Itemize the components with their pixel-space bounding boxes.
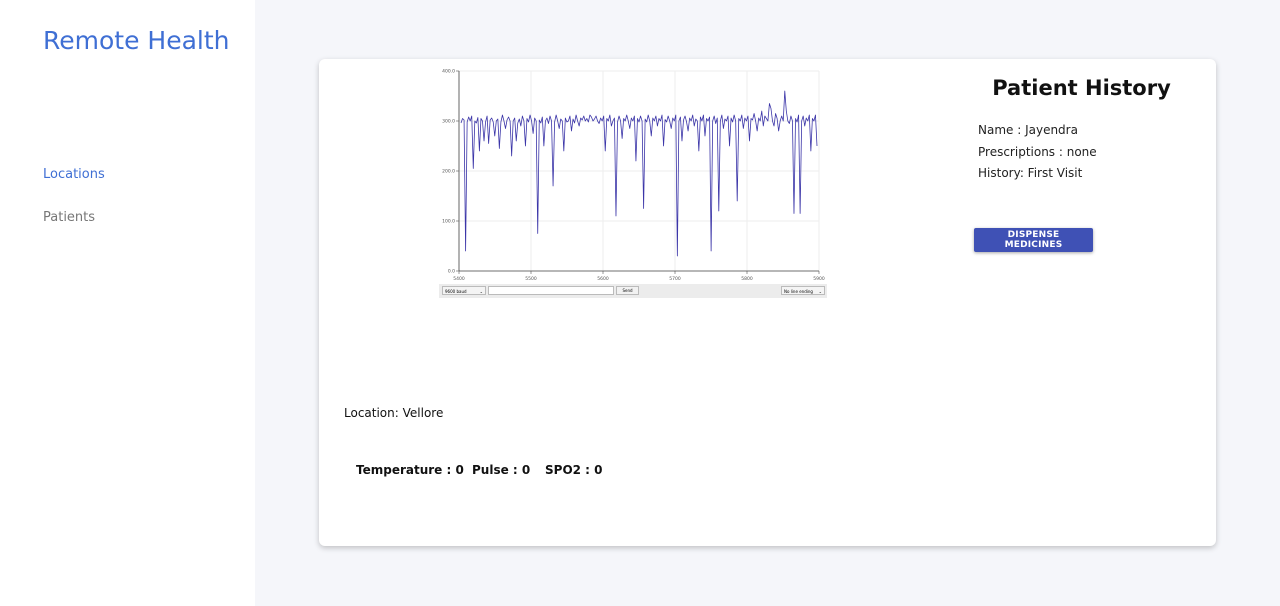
series-line-0 [460, 90, 818, 257]
send-button[interactable]: Send [616, 286, 639, 295]
patient-prescriptions: Prescriptions : none [978, 145, 1097, 159]
spo2-reading: SPO2 : 0 [545, 463, 603, 477]
patient-name: Name : Jayendra [978, 123, 1078, 137]
pulse-reading: Pulse : 0 [472, 463, 531, 477]
y-tick-label: 100.0 [442, 219, 455, 225]
temperature-reading: Temperature : 0 [356, 463, 464, 477]
line-ending-value: No line ending [784, 289, 813, 294]
x-tick-label: 5600 [597, 276, 609, 282]
x-tick-label: 5800 [741, 276, 753, 282]
y-tick-label: 400.0 [442, 69, 455, 75]
x-tick-label: 5900 [813, 276, 825, 282]
sidebar-item-locations[interactable]: Locations [43, 167, 105, 182]
serial-input[interactable] [488, 286, 614, 295]
patient-history-title: Patient History [992, 76, 1171, 100]
serial-monitor-bar: 9600 baud ⌄ Send No line ending ⌄ [439, 284, 827, 298]
sensor-plot-svg: 0.0 100.0 200.0 300.0 400.0 5400 5500 5600 5700 5… [442, 69, 825, 283]
location-label: Location: Vellore [344, 406, 444, 420]
baud-rate-select[interactable]: 9600 baud ⌄ [442, 286, 486, 295]
brand-title[interactable]: Remote Health [43, 26, 230, 55]
sidebar-item-patients[interactable]: Patients [43, 210, 96, 225]
dispense-medicines-button[interactable]: DISPENSE MEDICINES [974, 228, 1093, 252]
chevron-down-icon: ⌄ [479, 289, 483, 294]
baud-rate-value: 9600 baud [445, 289, 467, 294]
line-ending-select[interactable]: No line ending ⌄ [781, 286, 825, 295]
chevron-down-icon: ⌄ [818, 289, 822, 294]
sensor-plot: 0.0 100.0 200.0 300.0 400.0 5400 5500 5600 5700 5… [439, 65, 829, 300]
x-tick-label: 5400 [453, 276, 465, 282]
x-tick-label: 5500 [525, 276, 537, 282]
x-tick-label: 5700 [669, 276, 681, 282]
patient-history: History: First Visit [978, 166, 1083, 180]
y-tick-label: 200.0 [442, 169, 455, 175]
sidebar: Remote Health Locations Patients [0, 0, 255, 606]
patient-card: 0.0 100.0 200.0 300.0 400.0 5400 5500 5600 5700 5… [319, 59, 1216, 546]
y-tick-label: 300.0 [442, 119, 455, 125]
y-tick-label: 0.0 [448, 269, 455, 275]
